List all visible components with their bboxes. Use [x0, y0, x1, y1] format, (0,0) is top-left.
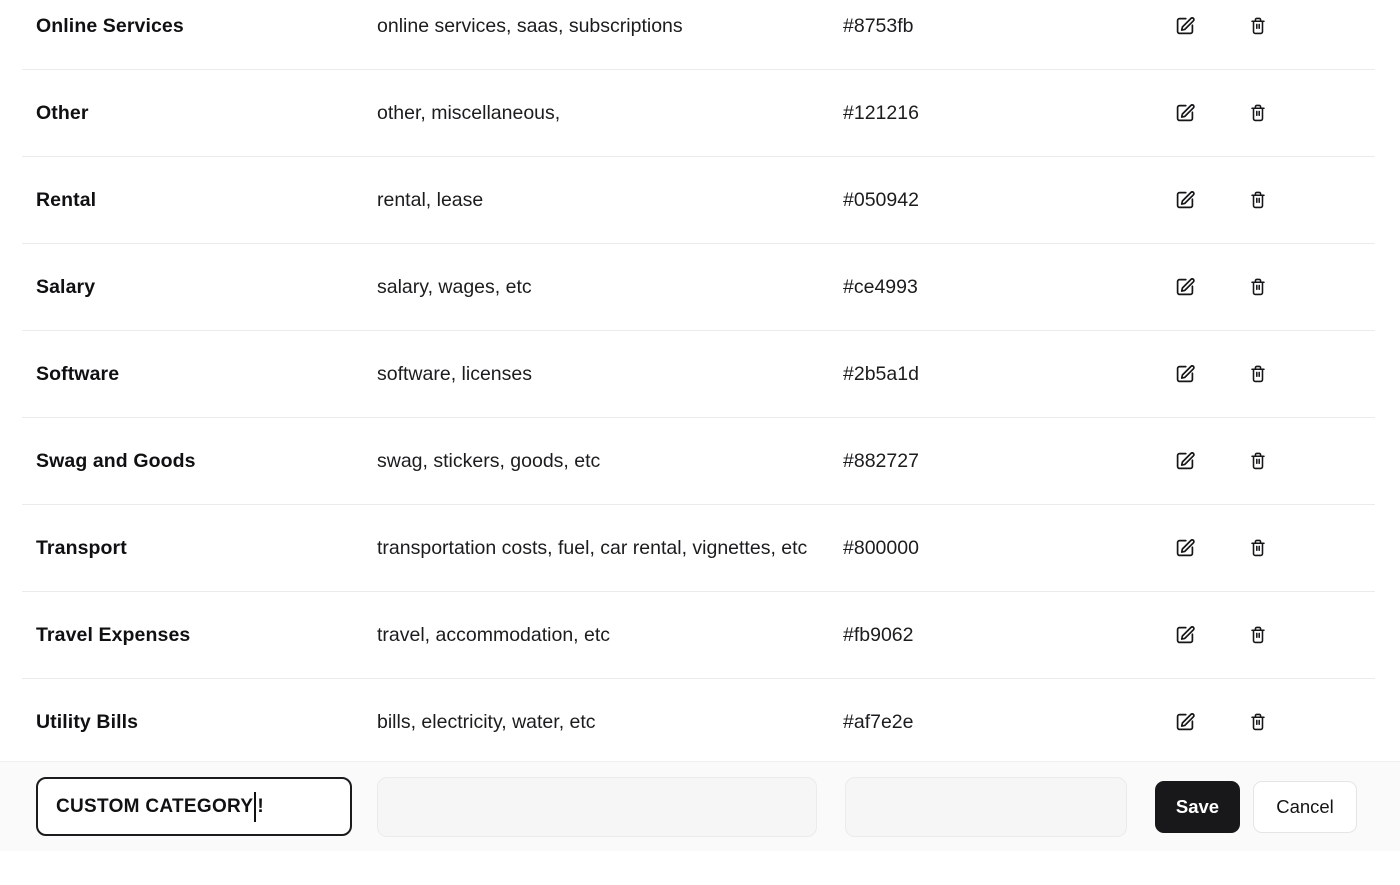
- category-name: Software: [36, 362, 120, 385]
- trash-icon: [1247, 14, 1269, 38]
- category-name: Travel Expenses: [36, 623, 191, 646]
- category-actions: [1133, 275, 1375, 299]
- category-keywords: online services, saas, subscriptions: [377, 14, 683, 37]
- categories-table: Online Services online services, saas, s…: [22, 0, 1375, 766]
- edit-category-button[interactable]: [1173, 188, 1197, 212]
- category-row: Software software, licenses #2b5a1d: [22, 331, 1375, 418]
- category-row: Other other, miscellaneous, #121216: [22, 70, 1375, 157]
- category-row: Rental rental, lease #050942: [22, 157, 1375, 244]
- edit-category-button[interactable]: [1173, 101, 1197, 125]
- edit-icon: [1173, 188, 1197, 212]
- category-actions: [1133, 536, 1375, 560]
- trash-icon: [1247, 710, 1269, 734]
- category-name-input-text: CUSTOM CATEGORY: [56, 795, 254, 817]
- category-name: Swag and Goods: [36, 449, 196, 472]
- edit-icon: [1173, 710, 1197, 734]
- delete-category-button[interactable]: [1246, 362, 1270, 386]
- delete-category-button[interactable]: [1246, 710, 1270, 734]
- delete-category-button[interactable]: [1246, 275, 1270, 299]
- category-keywords: rental, lease: [377, 188, 484, 211]
- delete-category-button[interactable]: [1246, 623, 1270, 647]
- category-color-hex: #121216: [843, 101, 919, 124]
- category-name-input-text-after: !: [257, 795, 264, 817]
- trash-icon: [1247, 188, 1269, 212]
- category-color-hex: #050942: [843, 188, 919, 211]
- trash-icon: [1247, 275, 1269, 299]
- category-actions: [1133, 362, 1375, 386]
- category-actions: [1133, 710, 1375, 734]
- category-actions: [1133, 188, 1375, 212]
- category-color-hex: #800000: [843, 536, 919, 559]
- category-name: Utility Bills: [36, 710, 139, 733]
- trash-icon: [1247, 101, 1269, 125]
- delete-category-button[interactable]: [1246, 449, 1270, 473]
- category-row: Online Services online services, saas, s…: [22, 0, 1375, 70]
- trash-icon: [1247, 362, 1269, 386]
- category-color-hex: #af7e2e: [843, 710, 914, 733]
- cancel-button[interactable]: Cancel: [1253, 780, 1357, 833]
- category-name-input[interactable]: CUSTOM CATEGORY !: [36, 777, 352, 836]
- category-actions: [1133, 623, 1375, 647]
- category-color-hex: #2b5a1d: [843, 362, 919, 385]
- delete-category-button[interactable]: [1246, 14, 1270, 38]
- save-button[interactable]: Save: [1155, 780, 1240, 833]
- category-keywords: travel, accommodation, etc: [377, 623, 611, 646]
- edit-icon: [1173, 362, 1197, 386]
- category-actions: [1133, 14, 1375, 38]
- category-name: Rental: [36, 188, 97, 211]
- edit-icon: [1173, 275, 1197, 299]
- delete-category-button[interactable]: [1246, 101, 1270, 125]
- category-color-hex: #882727: [843, 449, 919, 472]
- category-color-hex: #8753fb: [843, 14, 914, 37]
- category-keywords-input[interactable]: [377, 776, 817, 837]
- delete-category-button[interactable]: [1246, 536, 1270, 560]
- delete-category-button[interactable]: [1246, 188, 1270, 212]
- category-keywords: bills, electricity, water, etc: [377, 710, 596, 733]
- new-category-form: CUSTOM CATEGORY ! Save Cancel: [0, 761, 1400, 851]
- edit-category-button[interactable]: [1173, 710, 1197, 734]
- edit-icon: [1173, 623, 1197, 647]
- category-keywords: software, licenses: [377, 362, 532, 385]
- trash-icon: [1247, 623, 1269, 647]
- category-row: Utility Bills bills, electricity, water,…: [22, 679, 1375, 766]
- category-name: Salary: [36, 275, 96, 298]
- category-name: Online Services: [36, 14, 184, 37]
- category-color-input[interactable]: [845, 776, 1127, 837]
- edit-icon: [1173, 449, 1197, 473]
- edit-category-button[interactable]: [1173, 14, 1197, 38]
- category-actions: [1133, 101, 1375, 125]
- category-color-hex: #fb9062: [843, 623, 914, 646]
- edit-icon: [1173, 101, 1197, 125]
- edit-category-button[interactable]: [1173, 362, 1197, 386]
- edit-category-button[interactable]: [1173, 536, 1197, 560]
- category-name: Transport: [36, 536, 127, 559]
- edit-icon: [1173, 14, 1197, 38]
- text-caret: [254, 791, 257, 822]
- categories-table-body: Online Services online services, saas, s…: [22, 0, 1375, 766]
- category-keywords: transportation costs, fuel, car rental, …: [377, 536, 808, 559]
- edit-category-button[interactable]: [1173, 449, 1197, 473]
- category-row: Transport transportation costs, fuel, ca…: [22, 505, 1375, 592]
- category-row: Swag and Goods swag, stickers, goods, et…: [22, 418, 1375, 505]
- trash-icon: [1247, 536, 1269, 560]
- category-name: Other: [36, 101, 89, 124]
- trash-icon: [1247, 449, 1269, 473]
- category-keywords: salary, wages, etc: [377, 275, 532, 298]
- category-row: Travel Expenses travel, accommodation, e…: [22, 592, 1375, 679]
- category-row: Salary salary, wages, etc #ce4993: [22, 244, 1375, 331]
- edit-category-button[interactable]: [1173, 275, 1197, 299]
- edit-category-button[interactable]: [1173, 623, 1197, 647]
- category-keywords: other, miscellaneous,: [377, 101, 561, 124]
- category-color-hex: #ce4993: [843, 275, 918, 298]
- category-keywords: swag, stickers, goods, etc: [377, 449, 601, 472]
- category-actions: [1133, 449, 1375, 473]
- edit-icon: [1173, 536, 1197, 560]
